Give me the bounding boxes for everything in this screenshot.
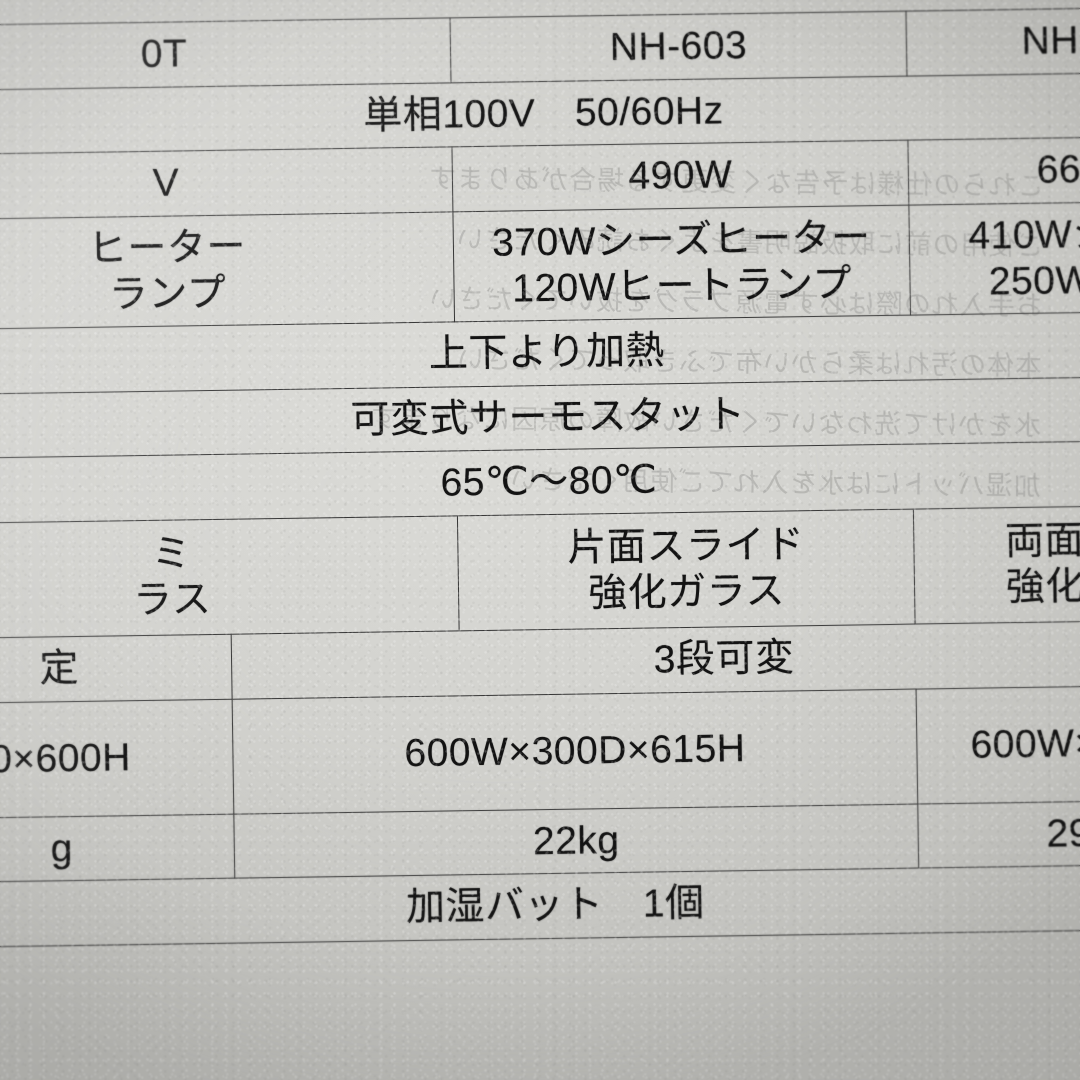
door-nh603-line1: 片面スライド [567,523,805,571]
heater-nh6xx-line1: 410Wシー [968,211,1080,258]
cell-door-label: ミ ラス [0,515,460,640]
cell-model-label: 0T [0,17,452,92]
spec-table-sheet: 0T NH-603 NH- 単相100V 50/60Hz V 490W 66 [0,6,1080,949]
cell-heater-label: ヒーター ランプ [0,211,455,331]
cell-door-nh603: 片面スライド 強化ガラス [457,509,916,631]
table-row-dimensions: 0×600H 600W×300D×615H 600W×450 [0,684,1080,819]
cell-model-nh603: NH-603 [450,11,907,83]
cell-door-nh6xx: 両面ス 強化ガ [913,504,1080,625]
cell-consumption-nh603: 490W [451,140,909,212]
cell-shelf-value: 3段可変 [231,619,1080,699]
door-label-line2: ラス [132,578,212,623]
cell-consumption-nh6xx: 66 [907,135,1080,205]
specification-table: 0T NH-603 NH- 単相100V 50/60Hz V 490W 66 [0,6,1080,949]
table-row-door-and-glass: ミ ラス 片面スライド 強化ガラス 両面ス 強化ガ [0,504,1080,640]
cell-weight-nh603: 22kg [233,803,919,879]
cell-heater-nh6xx: 410Wシー 250Wヒ [908,200,1080,316]
cell-dimensions-label: 0×600H [0,698,234,819]
heater-nh6xx-line2: 250Wヒ [988,257,1080,303]
heater-label-line2: ランプ [108,271,227,316]
cell-shelf-label: 定 [0,634,233,704]
cell-model-nh6xx: NH- [906,6,1080,76]
cell-dimensions-nh6xx: 600W×450 [916,684,1080,804]
heater-nh603-line2: 120Wヒートランプ [511,261,853,311]
cell-dimensions-nh603: 600W×300D×615H [232,688,918,814]
cell-weight-nh6xx: 29 [917,799,1080,869]
door-nh6xx-line1: 両面ス [1004,518,1080,564]
cell-weight-label: g [0,813,235,884]
cell-consumption-label: V [0,147,453,221]
door-nh603-line2: 強化ガラス [587,569,786,616]
door-nh6xx-line2: 強化ガ [1005,564,1080,610]
table-row-heater-detail: ヒーター ランプ 370Wシーズヒーター 120Wヒートランプ 410Wシー 2… [0,200,1080,331]
cell-heater-nh603: 370Wシーズヒーター 120Wヒートランプ [452,204,911,322]
heater-nh603-line1: 370Wシーズヒーター [491,216,871,265]
